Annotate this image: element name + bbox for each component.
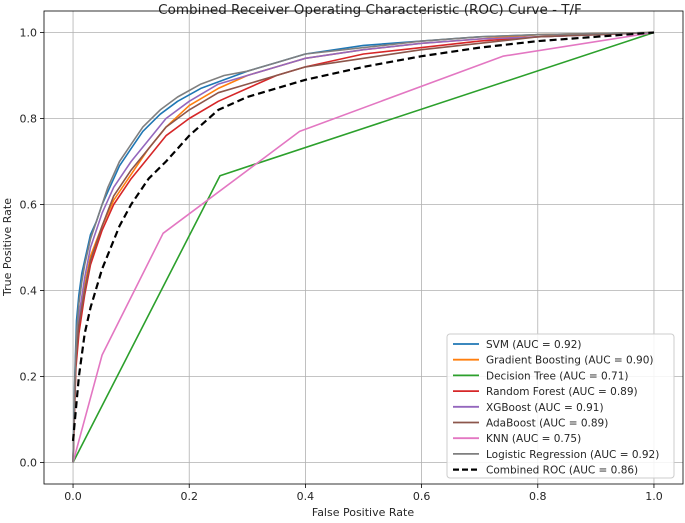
x-tick-label: 0.4 <box>297 490 315 503</box>
y-axis-label: True Positive Rate <box>1 198 14 297</box>
y-tick-label: 0.4 <box>20 285 38 298</box>
series-line-xgboost <box>72 31 655 463</box>
x-axis-label: False Positive Rate <box>312 506 414 519</box>
series-lines <box>71 31 655 463</box>
legend-label: XGBoost (AUC = 0.91) <box>486 402 604 414</box>
legend-label: Gradient Boosting (AUC = 0.90) <box>486 355 654 367</box>
y-tick-label: 0.2 <box>20 371 38 384</box>
series-line-knn <box>72 31 655 463</box>
series-line-combined-roc <box>71 31 655 442</box>
series-line-svm <box>72 31 655 463</box>
legend-box <box>446 333 675 479</box>
legend-label: Decision Tree (AUC = 0.71) <box>486 370 629 382</box>
x-tick-label: 0.0 <box>64 490 82 503</box>
series-line-logistic-regression <box>72 31 655 463</box>
series-line-random-forest <box>72 31 655 463</box>
x-tick-label: 1.0 <box>645 490 663 503</box>
y-tick-label: 1.0 <box>20 27 38 40</box>
legend-label: AdaBoost (AUC = 0.89) <box>486 418 608 430</box>
x-tick-label: 0.2 <box>180 490 198 503</box>
chart-title: Combined Receiver Operating Characterist… <box>158 2 582 18</box>
legend-label: Logistic Regression (AUC = 0.92) <box>486 449 659 461</box>
y-axis: 0.0 0.2 0.4 0.6 0.8 1.0 <box>20 27 44 470</box>
legend-label: SVM (AUC = 0.92) <box>486 339 582 351</box>
x-tick-label: 0.6 <box>413 490 431 503</box>
plot-area <box>43 10 684 485</box>
x-tick-label: 0.8 <box>529 490 547 503</box>
x-axis: 0.0 0.2 0.4 0.6 0.8 1.0 <box>64 484 663 503</box>
legend-label: KNN (AUC = 0.75) <box>486 433 581 445</box>
legend-label: Random Forest (AUC = 0.89) <box>486 386 638 398</box>
legend: SVM (AUC = 0.92) Gradient Boosting (AUC =… <box>446 333 675 479</box>
legend-label: Combined ROC (AUC = 0.86) <box>486 465 638 477</box>
y-tick-label: 0.0 <box>20 457 38 470</box>
y-tick-label: 0.8 <box>20 113 38 126</box>
series-line-adaboost <box>72 31 655 463</box>
series-line-decision-tree <box>72 31 655 463</box>
y-tick-label: 0.6 <box>20 199 38 212</box>
